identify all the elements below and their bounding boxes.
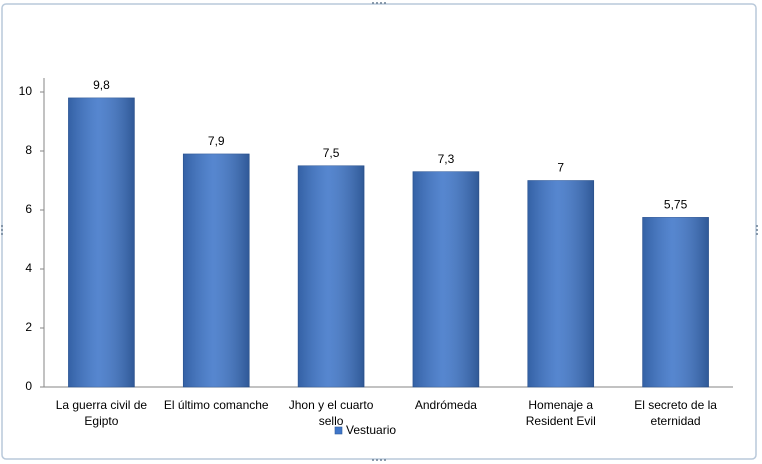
x-tick-label: Andrómeda — [414, 398, 477, 412]
data-label: 7,3 — [438, 152, 455, 166]
bar-shading — [412, 171, 479, 387]
y-tick-label: 10 — [19, 84, 33, 98]
y-tick-label: 8 — [25, 143, 32, 157]
y-tick-label: 2 — [25, 320, 32, 334]
legend-label: Vestuario — [346, 423, 396, 437]
x-tick-label: La guerra civil de Egipto — [55, 398, 148, 428]
data-label: 7,9 — [208, 134, 225, 148]
legend-swatch — [334, 426, 343, 435]
bar-shading — [68, 97, 135, 388]
x-tick-label: El secreto de la eternidad — [634, 398, 717, 428]
x-tick-label: Jhon y el cuarto sello — [288, 398, 374, 428]
bar-shading — [183, 153, 250, 387]
bar-shading — [642, 217, 709, 387]
data-label: 5,75 — [664, 198, 688, 212]
x-tick-label: El último comanche — [163, 398, 269, 412]
y-tick-label: 6 — [25, 202, 32, 216]
y-tick-label: 4 — [25, 261, 32, 275]
bar-shading — [298, 165, 365, 387]
data-label: 7 — [557, 161, 564, 175]
data-label: 7,5 — [323, 146, 340, 160]
x-tick-label: Homenaje a Resident Evil — [525, 398, 596, 428]
data-label: 9,8 — [93, 78, 110, 92]
bar-shading — [527, 180, 594, 387]
y-tick-label: 0 — [25, 379, 32, 393]
